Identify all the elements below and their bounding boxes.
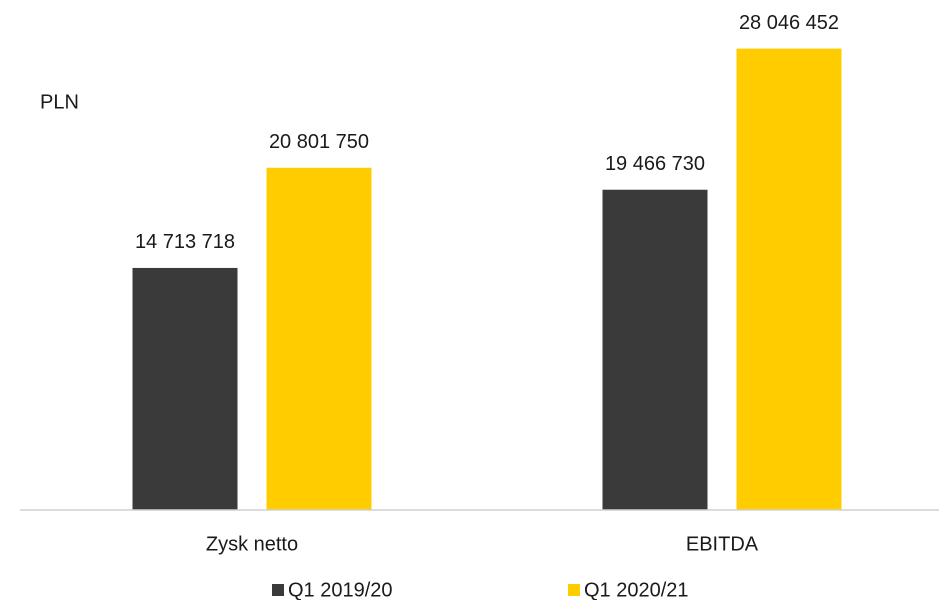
bar xyxy=(132,267,238,510)
bar xyxy=(736,48,842,510)
x-tick-label: Zysk netto xyxy=(206,533,298,555)
y-axis-label: PLN xyxy=(40,91,79,113)
bar xyxy=(266,167,372,511)
legend-label: Q1 2020/21 xyxy=(584,579,689,600)
legend-swatch xyxy=(272,584,284,596)
data-label: 20 801 750 xyxy=(269,131,369,153)
x-tick-label: EBITDA xyxy=(686,533,759,555)
bar xyxy=(602,189,708,510)
data-label: 19 466 730 xyxy=(605,153,705,175)
data-label: 28 046 452 xyxy=(739,12,839,34)
legend-label: Q1 2019/20 xyxy=(288,579,393,600)
legend-swatch xyxy=(568,584,580,596)
data-label: 14 713 718 xyxy=(135,231,235,253)
